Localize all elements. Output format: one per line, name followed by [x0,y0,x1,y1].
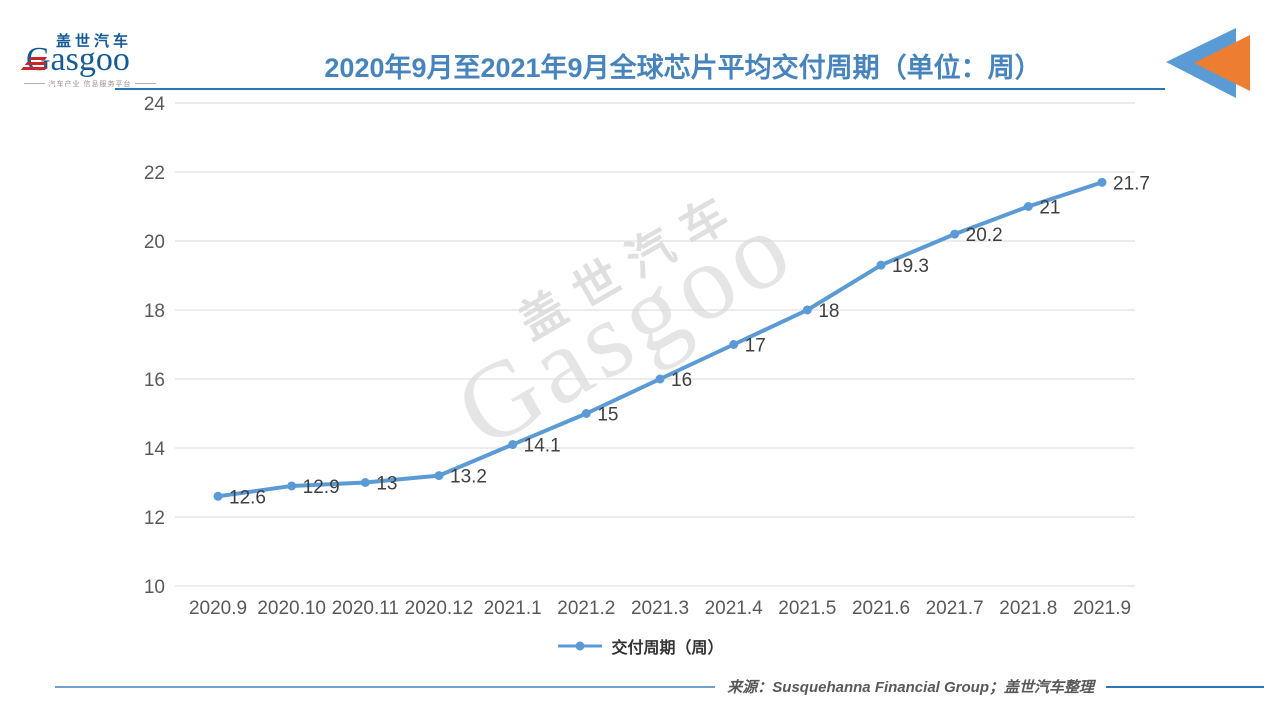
footer: 来源：Susquehanna Financial Group；盖世汽车整理 [0,676,1280,697]
data-point-marker [434,471,444,481]
data-label: 21 [1039,198,1060,219]
page-title: 2020年9月至2021年9月全球芯片平均交付周期（单位：周） [324,53,1042,83]
logo-wordmark: Gasgoo [20,43,156,77]
data-point-marker [1097,177,1107,187]
data-point-marker [581,409,591,418]
y-tick-label: 22 [144,163,165,184]
data-label: 13 [376,474,397,495]
x-tick-label: 2021.4 [705,598,764,619]
chart-legend: 交付周期（周） [0,634,1280,658]
logo-tagline: 汽车产业 信息服务平台 [24,79,157,89]
data-point-marker [287,481,297,491]
data-point-marker [360,478,370,487]
data-label: 21.7 [1113,173,1150,194]
y-tick-label: 16 [144,370,165,391]
data-point-marker [729,340,739,349]
x-tick-label: 2020.12 [405,598,474,619]
tagline-rule-left [24,83,45,85]
data-label: 12.9 [303,477,340,498]
data-label: 16 [671,370,692,391]
data-point-marker [802,305,812,315]
tagline-text: 汽车产业 信息服务平台 [48,80,132,88]
y-tick-label: 18 [144,301,165,322]
data-label: 13.2 [450,467,487,488]
y-tick-label: 12 [144,508,165,529]
y-tick-label: 14 [144,439,166,460]
data-label: 14.1 [524,436,561,457]
data-point-marker [508,440,518,450]
y-tick-label: 24 [144,94,166,115]
footer-rule-right [1106,685,1264,688]
data-point-marker [655,374,665,384]
x-tick-label: 2021.5 [778,598,836,619]
x-tick-label: 2021.8 [999,598,1057,619]
data-label: 20.2 [966,225,1003,246]
x-tick-label: 2021.3 [631,598,689,619]
source-text: 来源：Susquehanna Financial Group；盖世汽车整理 [727,679,1094,696]
x-tick-label: 2021.9 [1073,598,1131,619]
back-arrows-icon [1166,28,1250,105]
footer-rule-left [55,685,716,688]
y-tick-label: 10 [144,577,165,598]
data-label: 15 [597,405,618,426]
logo-chinese-name: 盖世汽车 [56,33,133,50]
x-tick-label: 2020.11 [332,598,399,619]
y-tick-label: 20 [144,232,165,253]
logo-stripes-icon [20,55,48,72]
x-tick-label: 2020.10 [257,598,326,619]
tagline-rule-right [135,83,157,85]
orange-triangle-icon [1194,35,1250,91]
x-tick-label: 2020.9 [189,598,247,619]
data-label: 19.3 [892,256,929,277]
gasgoo-logo: 盖世汽车 Gasgoo 汽车产业 信息服务平台 [20,33,157,89]
data-point-marker [876,260,886,270]
data-point-marker [950,229,960,239]
title-divider [115,88,1165,90]
legend-label: 交付周期（周） [611,640,724,657]
data-label: 12.6 [229,487,266,508]
data-label: 18 [818,301,839,322]
data-point-marker [213,491,223,501]
data-point-marker [1023,202,1033,211]
x-tick-label: 2021.2 [557,598,615,619]
x-tick-label: 2021.7 [926,598,984,619]
data-label: 17 [745,336,766,357]
x-tick-label: 2021.1 [484,598,542,619]
legend-line-marker-icon [558,641,603,651]
x-tick-label: 2021.6 [852,598,910,619]
